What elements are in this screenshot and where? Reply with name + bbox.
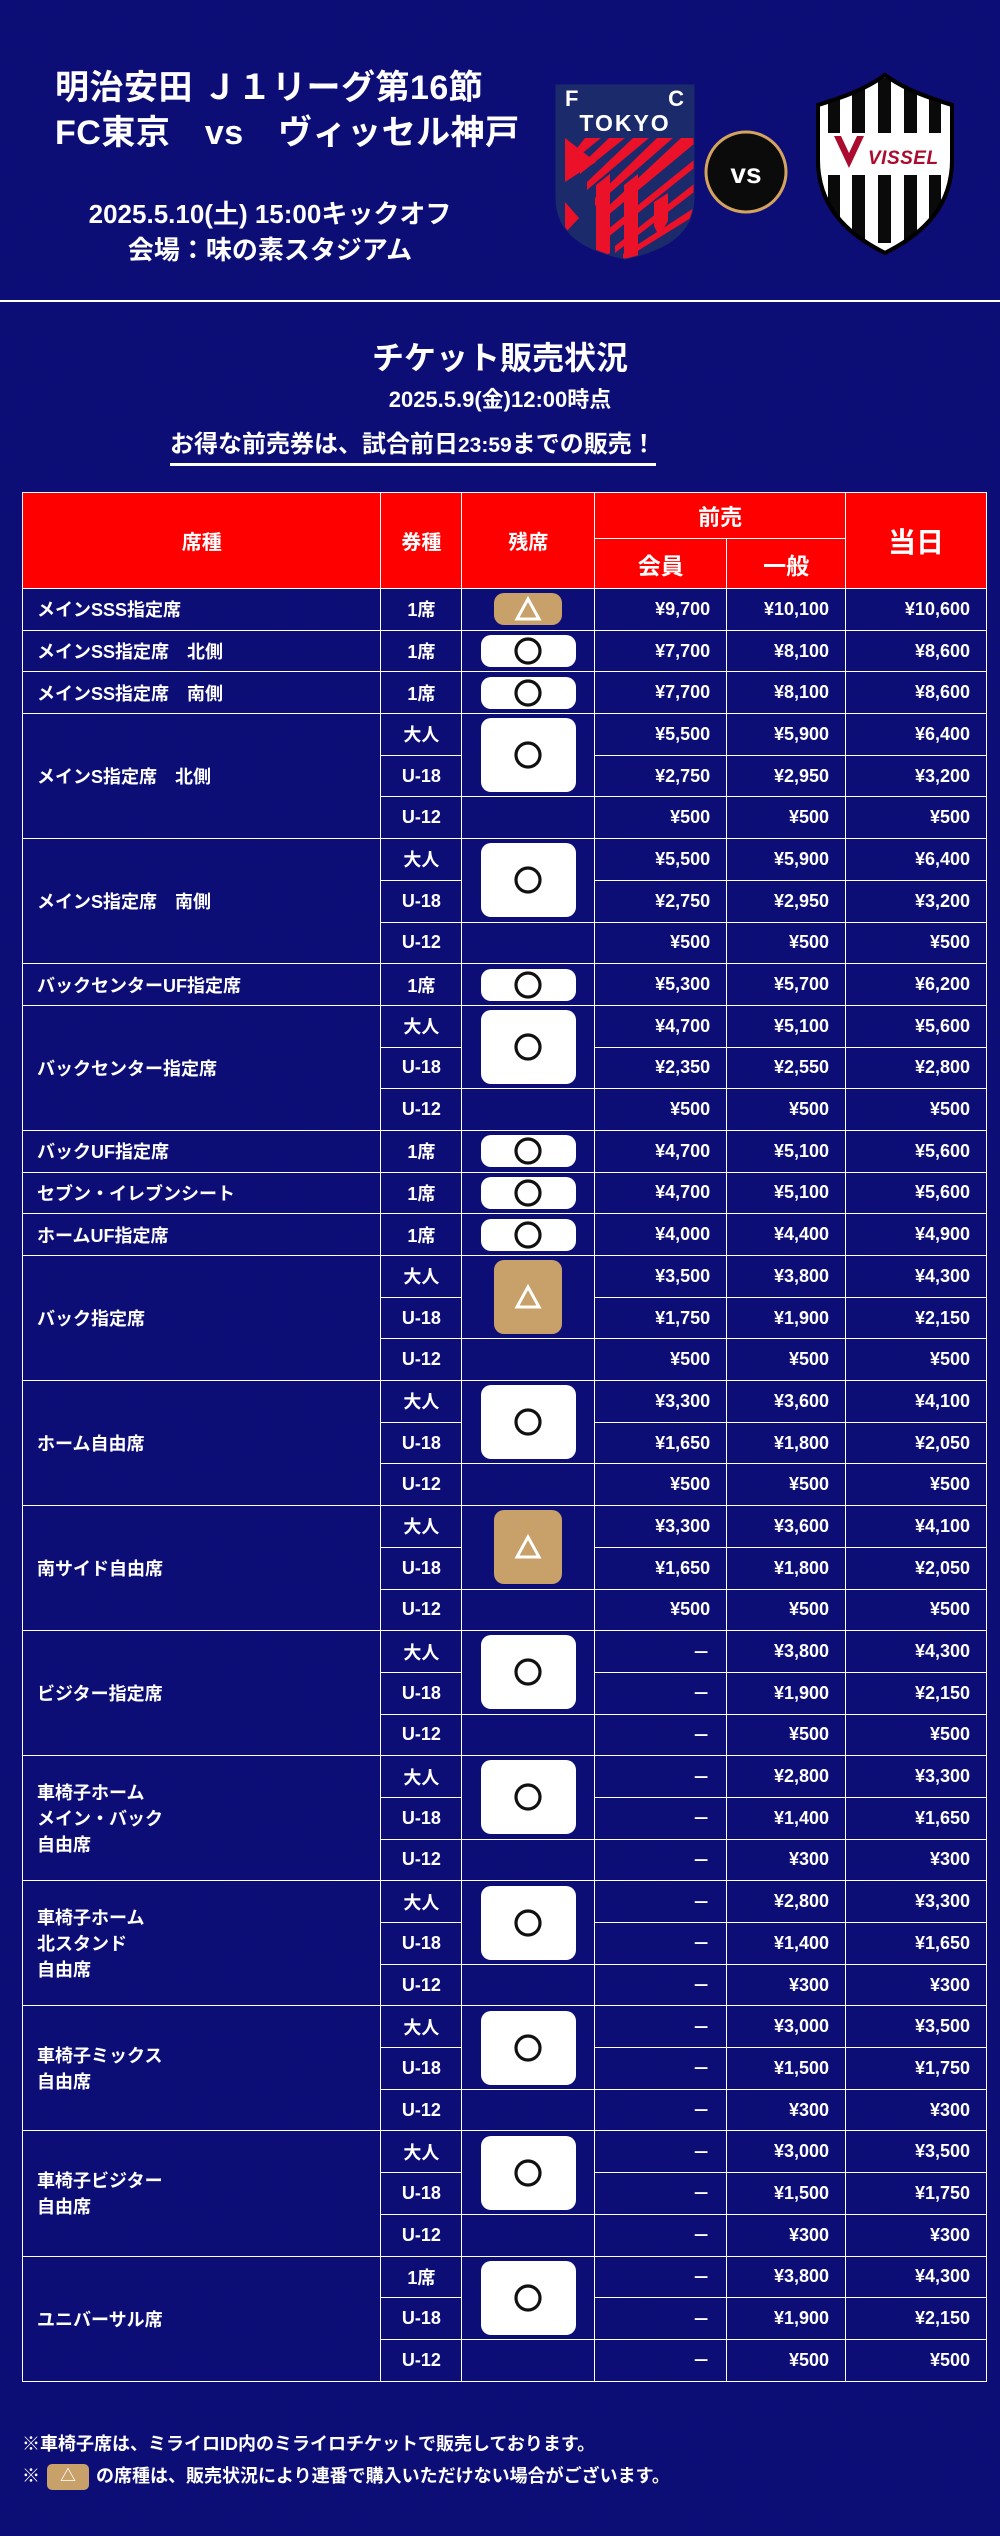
svg-text:TOKYO: TOKYO (579, 110, 670, 136)
svg-text:C: C (668, 86, 684, 111)
svg-text:vs: vs (730, 158, 761, 189)
svg-text:VISSEL: VISSEL (868, 148, 939, 169)
svg-text:F: F (565, 86, 578, 111)
